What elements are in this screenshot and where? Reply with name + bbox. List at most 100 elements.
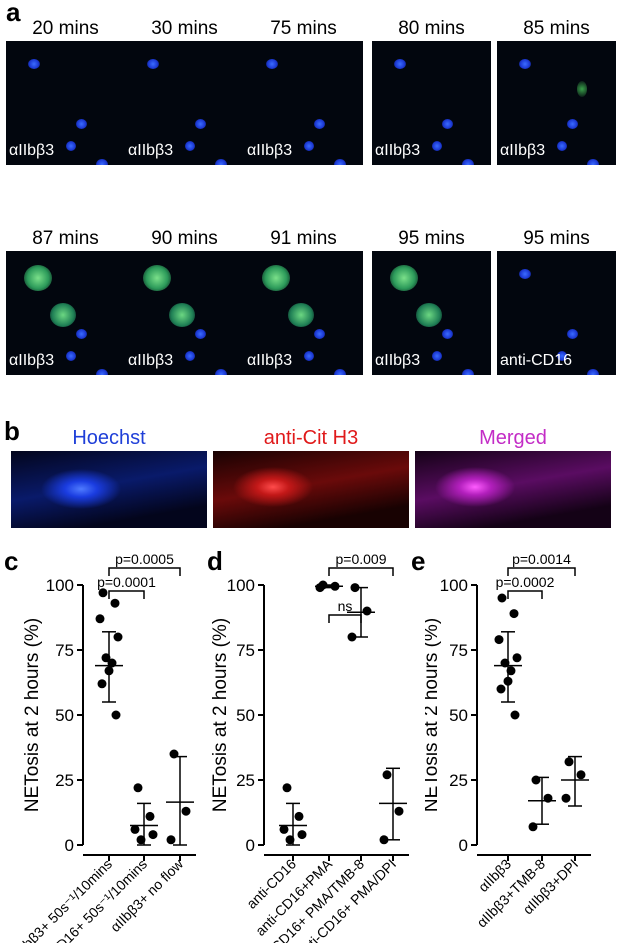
netosis-cell-green <box>50 303 76 327</box>
data-point <box>101 653 111 663</box>
nucleus-blob <box>66 141 76 151</box>
data-point <box>148 830 158 840</box>
integrin-label: αIIbβ3 <box>9 142 55 159</box>
panel-c-label: c <box>4 546 19 576</box>
y-tick-label: 75 <box>55 641 74 660</box>
netosis-cell-green <box>390 265 418 291</box>
y-tick-label: 50 <box>236 706 255 725</box>
data-point <box>145 811 155 821</box>
significance-bracket <box>328 567 394 576</box>
p-value-label: p=0.0002 <box>496 574 555 590</box>
microscopy-tile: anti-CD16 <box>497 251 616 375</box>
significance-bracket <box>108 567 181 576</box>
panel-b-label: b <box>4 416 20 446</box>
data-point <box>166 835 176 845</box>
nucleus-blob <box>76 119 87 129</box>
integrin-label: αIIbβ3 <box>247 142 293 159</box>
data-point <box>528 822 538 832</box>
nucleus-blob <box>567 119 578 129</box>
y-tick-label: 25 <box>449 771 468 790</box>
time-label: 80 mins <box>398 18 465 39</box>
nucleus-blob <box>304 351 314 361</box>
data-point <box>347 632 357 642</box>
data-point <box>382 770 392 780</box>
y-axis-label: NETosis at 2 hours (%) <box>212 618 231 812</box>
time-label: 87 mins <box>32 228 99 249</box>
p-value-label: p=0.009 <box>336 551 387 567</box>
microscopy-tile: αIIbβ3 <box>6 251 125 375</box>
nucleus-blob <box>557 351 567 361</box>
time-label: 30 mins <box>151 18 218 39</box>
data-point <box>512 653 522 663</box>
data-point <box>285 835 295 845</box>
data-point <box>506 666 516 676</box>
data-point <box>294 811 304 821</box>
nucleus-blob <box>314 329 325 339</box>
data-point <box>181 806 191 816</box>
nucleus-blob <box>195 119 206 129</box>
y-tick-label: 0 <box>65 836 74 855</box>
channel-title: Merged <box>479 427 547 449</box>
microscopy-tile: αIIbβ3 <box>125 41 244 165</box>
data-point <box>379 835 389 845</box>
nucleus-blob <box>334 369 346 375</box>
microscopy-tile: αIIbβ3 <box>125 251 244 375</box>
significance-bracket <box>507 590 543 599</box>
p-value-label: p=0.0014 <box>512 551 571 567</box>
nucleus-blob <box>96 159 108 165</box>
time-label: 91 mins <box>270 228 337 249</box>
nucleus-blob <box>462 159 474 165</box>
data-point <box>107 658 117 668</box>
microscopy-tile: αIIbβ3 <box>372 251 491 375</box>
y-tick-label: 0 <box>459 836 468 855</box>
y-tick-label: 75 <box>449 641 468 660</box>
time-label: 20 mins <box>32 18 99 39</box>
microscopy-tile: αIIbβ3 <box>497 41 616 165</box>
netosis-cell-green <box>288 303 314 327</box>
p-value-label: p=0.0001 <box>97 574 156 590</box>
y-tick-label: 0 <box>246 836 255 855</box>
data-point <box>500 658 510 668</box>
netosis-cell-green <box>143 265 171 291</box>
integrin-label: αIIbβ3 <box>9 352 55 369</box>
data-point <box>496 684 506 694</box>
nucleus-blob <box>557 141 567 151</box>
nucleus-blob <box>432 141 442 151</box>
nucleus-blob <box>215 159 227 165</box>
data-point <box>98 588 108 598</box>
netosis-cell-green <box>416 303 442 327</box>
nucleus-blob <box>215 369 227 375</box>
data-point <box>104 666 114 676</box>
data-point <box>110 598 120 608</box>
netosis-cell-green <box>169 303 195 327</box>
y-tick-label: 100 <box>227 576 255 595</box>
y-axis-label: NETosis at 2 hours (%) <box>22 618 43 812</box>
netosis-cell-green <box>262 265 290 291</box>
data-point <box>136 835 146 845</box>
data-point <box>95 614 105 624</box>
nucleus-blob <box>394 59 406 69</box>
data-point <box>497 593 507 603</box>
y-tick-label: 100 <box>440 576 468 595</box>
nucleus-blob <box>334 159 346 165</box>
nucleus-blob <box>519 269 531 279</box>
nucleus-blob <box>66 351 76 361</box>
y-tick-label: 25 <box>55 771 74 790</box>
significance-bracket <box>108 590 145 599</box>
channel-image <box>11 451 207 528</box>
nucleus-blob <box>442 119 453 129</box>
data-point <box>282 783 292 793</box>
data-point <box>315 583 325 593</box>
panel-e-label: e <box>411 546 426 576</box>
significance-bracket <box>507 567 576 576</box>
integrin-label: αIIbβ3 <box>500 142 546 159</box>
nucleus-blob <box>442 329 453 339</box>
y-tick-label: 100 <box>46 576 74 595</box>
channel-title: anti-Cit H3 <box>263 427 359 449</box>
microscopy-tile: αIIbβ3 <box>244 251 363 375</box>
data-point <box>133 783 143 793</box>
nucleus-blob <box>304 141 314 151</box>
